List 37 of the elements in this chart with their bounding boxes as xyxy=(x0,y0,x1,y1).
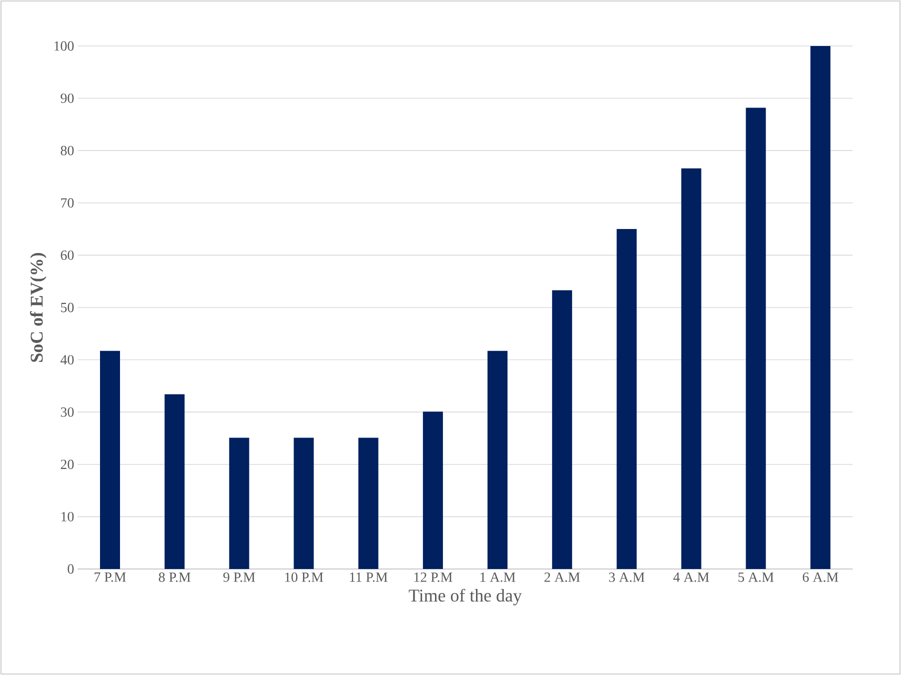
x-tick-label: 8 P.M xyxy=(158,572,190,582)
x-tick-label: 11 P.M xyxy=(350,572,388,582)
bar xyxy=(552,290,572,569)
x-tick-label: 2 A.M xyxy=(544,572,580,582)
x-tick-label: 12 P.M xyxy=(414,572,452,582)
y-tick-label: 10 xyxy=(61,512,74,522)
bar xyxy=(810,46,830,569)
x-tick-label: 10 P.M xyxy=(285,572,324,582)
bar xyxy=(422,412,443,569)
y-tick-label: 100 xyxy=(54,41,74,51)
x-tick-label: 6 A.M xyxy=(802,572,838,582)
x-tick-label: 5 A.M xyxy=(738,572,774,582)
y-tick-label: 90 xyxy=(60,94,74,103)
y-tick-label: 60 xyxy=(60,250,74,260)
bar xyxy=(681,168,702,569)
y-tick-label: 70 xyxy=(61,198,74,208)
x-tick-label: 1 A.M xyxy=(480,572,516,582)
x-tick-label: 7 P.M xyxy=(94,572,126,582)
x-tick-label: 4 A.M xyxy=(673,572,710,582)
y-tick-label: 30 xyxy=(60,407,74,417)
y-axis-title: SoC of EV(%) xyxy=(30,252,46,362)
y-tick-label: 50 xyxy=(61,302,74,312)
y-tick-label: 40 xyxy=(60,355,74,364)
bar xyxy=(746,108,766,569)
y-tick-label: 80 xyxy=(60,146,74,156)
bar xyxy=(229,438,250,569)
bar xyxy=(616,229,637,569)
y-tick-label: 20 xyxy=(60,460,74,470)
bar xyxy=(294,438,314,569)
bar xyxy=(358,438,378,569)
bar xyxy=(100,350,120,569)
x-tick-label: 9 P.M xyxy=(223,572,256,582)
x-tick-label: 3 A.M xyxy=(609,572,644,582)
x-axis-title: Time of the day xyxy=(408,588,522,606)
bar xyxy=(164,394,185,569)
y-tick-label: 0 xyxy=(68,564,74,574)
bar xyxy=(488,350,508,569)
